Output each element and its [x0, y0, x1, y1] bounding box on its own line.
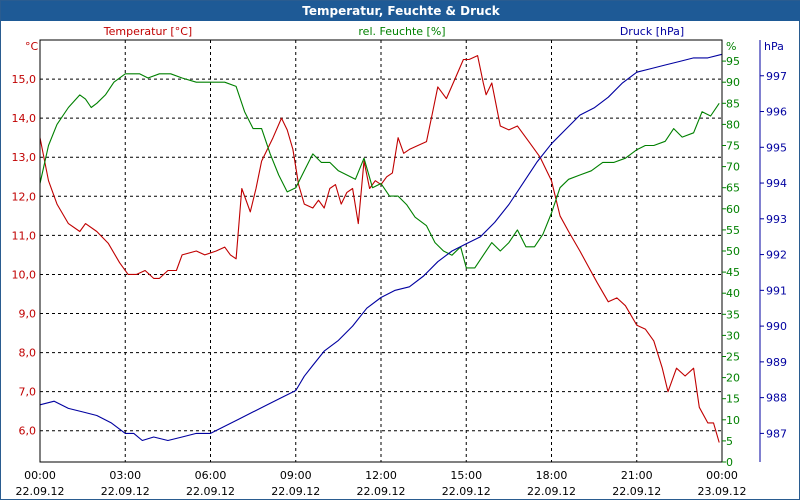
humidity-tick-label: 70 — [726, 161, 740, 174]
humidity-tick-label: 25 — [726, 351, 740, 364]
humidity-tick-label: 60 — [726, 203, 740, 216]
temperature-tick-label: 15,0 — [12, 73, 37, 86]
pressure-axis-title: Druck [hPa] — [620, 25, 684, 38]
x-tick-label-time: 03:00 — [109, 469, 141, 482]
humidity-tick-label: 85 — [726, 97, 740, 110]
temperature-tick-label: 14,0 — [12, 112, 37, 125]
pressure-line — [39, 53, 723, 442]
x-tick-label-date: 22.09.12 — [442, 485, 491, 498]
x-tick-label-date: 23.09.12 — [698, 485, 747, 498]
x-tick-label-date: 22.09.12 — [357, 485, 406, 498]
x-tick-label-time: 09:00 — [280, 469, 312, 482]
temperature-tick-label: 11,0 — [12, 229, 37, 242]
x-tick-label-date: 22.09.12 — [612, 485, 661, 498]
humidity-tick-label: 0 — [726, 456, 733, 469]
x-tick-label-time: 21:00 — [621, 469, 653, 482]
x-tick-label-date: 22.09.12 — [16, 485, 65, 498]
temperature-tick-label: 9,0 — [19, 308, 37, 321]
pressure-tick-label: 996 — [766, 106, 787, 119]
x-tick-label-time: 12:00 — [365, 469, 397, 482]
humidity-tick-label: 45 — [726, 266, 740, 279]
x-tick-label-time: 00:00 — [706, 469, 738, 482]
humidity-tick-label: 40 — [726, 287, 740, 300]
temperature-unit-label: °C — [25, 40, 39, 53]
x-tick-label-date: 22.09.12 — [527, 485, 576, 498]
humidity-tick-label: 75 — [726, 140, 740, 153]
humidity-tick-label: 65 — [726, 182, 740, 195]
pressure-tick-label: 994 — [766, 177, 787, 190]
x-tick-label-date: 22.09.12 — [101, 485, 150, 498]
humidity-tick-label: 35 — [726, 308, 740, 321]
humidity-tick-label: 30 — [726, 329, 740, 342]
x-tick-label-time: 06:00 — [195, 469, 227, 482]
grid — [40, 40, 722, 462]
temperature-tick-label: 6,0 — [19, 425, 37, 438]
pressure-tick-label: 989 — [766, 356, 787, 369]
humidity-tick-label: 55 — [726, 224, 740, 237]
temperature-line — [39, 55, 720, 443]
x-tick-label-time: 18:00 — [536, 469, 568, 482]
temperature-tick-label: 12,0 — [12, 190, 37, 203]
window-title: Temperatur, Feuchte & Druck — [1, 1, 800, 21]
temperature-tick-label: 8,0 — [19, 347, 37, 360]
humidity-tick-label: 5 — [726, 435, 733, 448]
humidity-tick-label: 15 — [726, 393, 740, 406]
humidity-axis-title: rel. Feuchte [%] — [358, 25, 445, 38]
axes: 00:00 22.09.12 03:00 22.09.12 06:00 22.09.12 0… — [12, 25, 788, 498]
temperature-axis-title: Temperatur [°C] — [103, 25, 192, 38]
x-tick-label-time: 15:00 — [450, 469, 482, 482]
x-tick-label-time: 00:00 — [24, 469, 56, 482]
humidity-tick-label: 10 — [726, 414, 740, 427]
pressure-tick-label: 990 — [766, 320, 787, 333]
pressure-tick-label: 991 — [766, 284, 787, 297]
humidity-line — [39, 73, 720, 269]
humidity-tick-label: 95 — [726, 55, 740, 68]
pressure-tick-label: 995 — [766, 141, 787, 154]
temperature-tick-label: 10,0 — [12, 268, 37, 281]
humidity-tick-label: 50 — [726, 245, 740, 258]
pressure-tick-label: 988 — [766, 392, 787, 405]
pressure-tick-label: 992 — [766, 249, 787, 262]
humidity-unit-label: % — [726, 40, 736, 53]
temperature-tick-label: 7,0 — [19, 386, 37, 399]
temperature-tick-label: 13,0 — [12, 151, 37, 164]
humidity-tick-label: 80 — [726, 118, 740, 131]
series-lines — [39, 53, 723, 443]
pressure-tick-label: 987 — [766, 427, 787, 440]
x-tick-label-date: 22.09.12 — [271, 485, 320, 498]
humidity-tick-label: 90 — [726, 76, 740, 89]
pressure-tick-label: 997 — [766, 70, 787, 83]
x-tick-label-date: 22.09.12 — [186, 485, 235, 498]
humidity-tick-label: 20 — [726, 372, 740, 385]
pressure-unit-label: hPa — [764, 40, 784, 53]
pressure-tick-label: 993 — [766, 213, 787, 226]
